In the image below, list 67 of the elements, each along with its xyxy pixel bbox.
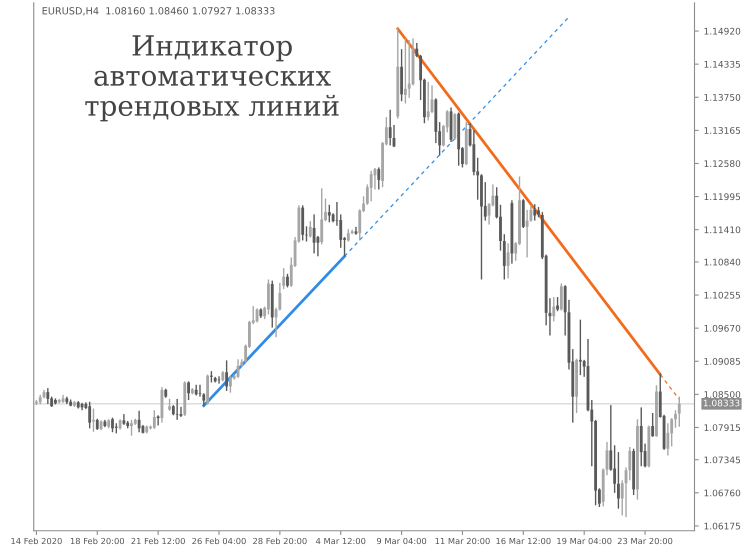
- x-tick-label: 11 Mar 20:00: [436, 538, 490, 544]
- y-tick-label: 1.10840: [704, 258, 740, 266]
- candlestick: [256, 308, 258, 324]
- candlestick: [552, 296, 556, 322]
- candlestick: [346, 228, 350, 242]
- y-tick-label: 1.09670: [704, 324, 740, 332]
- y-tick-label: 1.11995: [704, 193, 740, 200]
- y-tick-label: 1.13165: [704, 127, 740, 134]
- candlestick: [506, 242, 510, 280]
- candlestick: [526, 209, 529, 258]
- y-tick-label: 1.07915: [704, 424, 740, 432]
- candlestick: [114, 422, 118, 434]
- candlestick: [187, 380, 190, 401]
- candlestick: [228, 376, 232, 394]
- candlestick: [176, 398, 179, 421]
- candlestick: [328, 204, 331, 224]
- y-tick-label: 1.13750: [704, 94, 740, 101]
- candlestick: [236, 358, 240, 379]
- annotation: Индикатор автоматических трендовых линий: [85, 35, 339, 122]
- x-tick-label: 9 Mar 04:00: [376, 538, 426, 544]
- candlestick: [560, 282, 563, 312]
- x-tick-label: 23 Mar 20:00: [618, 538, 672, 544]
- ref-line-label: 1.08333: [704, 400, 740, 406]
- x-tick-label: 28 Feb 20:00: [253, 538, 307, 544]
- y-tick-label: 1.09085: [704, 358, 740, 365]
- chart-title: EURUSD,H4 1.08160 1.08460 1.07927 1.08333: [42, 7, 275, 16]
- y-tick-label: 1.08500: [704, 391, 740, 398]
- y-tick-label: 1.06760: [704, 490, 740, 496]
- x-tick-label: 21 Feb 12:00: [131, 538, 185, 544]
- candlestick: [628, 446, 632, 482]
- candlestick: [156, 414, 160, 426]
- candlestick: [408, 39, 411, 99]
- candlestick: [88, 401, 92, 430]
- y-tick-label: 1.11410: [704, 226, 740, 234]
- y-tick-label: 1.14920: [704, 28, 740, 35]
- candlestick: [210, 370, 213, 384]
- candlestick: [312, 214, 316, 254]
- candlestick: [100, 420, 103, 431]
- x-tick-label: 16 Mar 12:00: [496, 538, 551, 544]
- candlestick: [259, 308, 262, 319]
- candlestick: [168, 398, 171, 412]
- candlestick: [46, 387, 50, 405]
- y-tick-label: 1.10255: [704, 292, 740, 299]
- candlestick: [556, 296, 559, 312]
- candlestick: [122, 413, 126, 426]
- candlestick: [130, 419, 133, 436]
- x-tick-label: 19 Mar 04:00: [557, 538, 612, 544]
- y-tick-label: 1.12580: [704, 160, 740, 168]
- candlestick: [152, 410, 156, 430]
- candlestick: [92, 408, 95, 432]
- y-tick-label: 1.07345: [704, 456, 740, 464]
- candlestick: [370, 170, 373, 202]
- candlestick: [118, 418, 122, 430]
- candlestick: [404, 38, 407, 104]
- candlestick: [578, 318, 582, 376]
- x-tick-label: 14 Feb 2020: [11, 538, 62, 544]
- y-tick-label: 1.06175: [704, 522, 740, 530]
- candlestick: [225, 360, 228, 392]
- candlestick: [651, 412, 654, 438]
- x-tick-label: 26 Feb 04:00: [192, 538, 246, 544]
- x-tick-label: 18 Feb 20:00: [70, 538, 124, 544]
- candlestick: [38, 394, 42, 406]
- candlestick: [111, 416, 114, 433]
- candlestick: [138, 410, 141, 433]
- y-tick-label: 1.14335: [704, 60, 740, 68]
- x-tick-label: 4 Mar 12:00: [316, 538, 366, 544]
- candlestick: [286, 273, 289, 288]
